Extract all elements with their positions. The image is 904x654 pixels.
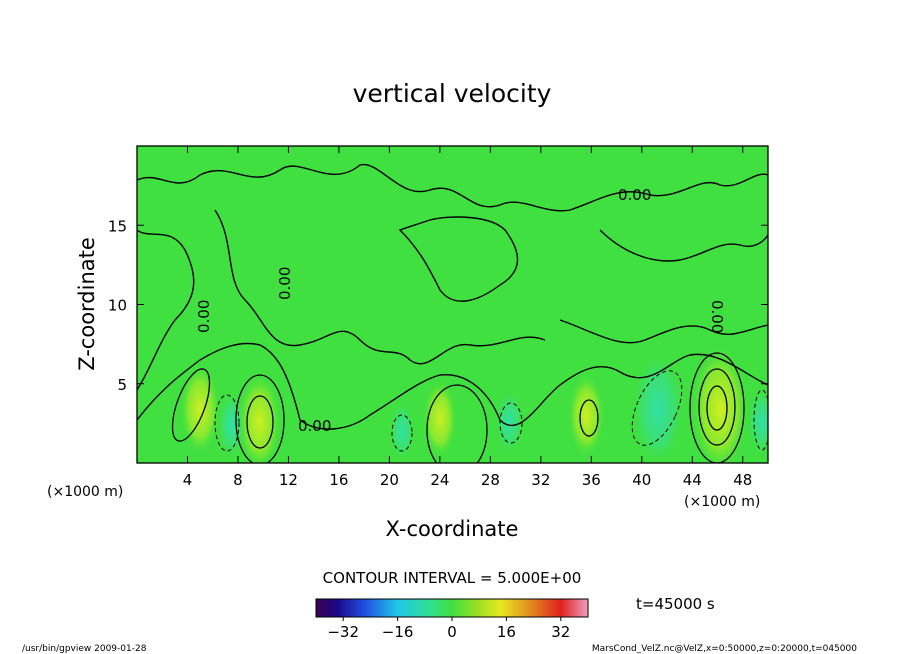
colorbar — [315, 598, 589, 618]
plot-area: 0.00 0.00 0.00 0.00 0.00 — [137, 146, 768, 463]
colorbar-tick-label: −32 — [327, 623, 359, 641]
field-feature-negative — [389, 401, 415, 461]
colorbar-tick-label: 16 — [497, 623, 516, 641]
x-tick-label: 8 — [233, 471, 243, 489]
contour-label: 0.00 — [276, 267, 294, 300]
footer-right: MarsCond_VelZ.nc@VelZ,x=0:50000,z=0:2000… — [592, 644, 857, 654]
x-axis: 4 8 12 16 20 24 28 32 36 40 44 48 — [183, 146, 752, 489]
colorbar-tick-label: 32 — [551, 623, 570, 641]
field-feature-positive — [237, 373, 281, 463]
chart-title: vertical velocity — [353, 79, 552, 108]
contour-label: 0.00 — [195, 300, 213, 333]
field-feature-positive — [567, 373, 605, 458]
footer-left: /usr/bin/gpview 2009-01-28 — [22, 644, 147, 654]
x-tick-label: 12 — [279, 471, 298, 489]
colorbar-ticks: −32 −16 0 16 32 — [327, 617, 570, 641]
x-tick-label: 4 — [183, 471, 193, 489]
x-tick-label: 16 — [329, 471, 348, 489]
x-unit-label: (×1000 m) — [684, 494, 760, 510]
y-axis: 5 10 15 — [108, 217, 768, 394]
contour-interval: CONTOUR INTERVAL = 5.000E+00 — [323, 569, 582, 587]
x-tick-label: 24 — [430, 471, 449, 489]
y-axis-label: Z-coordinate — [75, 237, 99, 371]
field-feature-positive — [180, 363, 221, 455]
z-unit-label: (×1000 m) — [47, 484, 123, 500]
field-feature-positive — [691, 344, 750, 463]
field-features — [180, 344, 768, 463]
colorbar-tick-label: 0 — [447, 623, 457, 641]
positive-contours — [171, 352, 745, 463]
x-axis-label: X-coordinate — [386, 517, 519, 541]
contour-label: 0.00 — [708, 300, 726, 333]
x-tick-label: 36 — [582, 471, 601, 489]
x-tick-label: 40 — [632, 471, 651, 489]
y-tick-label: 5 — [117, 376, 127, 394]
y-tick-label: 10 — [108, 297, 127, 315]
x-tick-label: 44 — [683, 471, 702, 489]
field-feature-negative — [747, 388, 768, 455]
time-label: t=45000 s — [636, 595, 715, 613]
x-tick-label: 20 — [380, 471, 399, 489]
x-tick-label: 48 — [733, 471, 752, 489]
x-tick-label: 28 — [481, 471, 500, 489]
x-tick-label: 32 — [531, 471, 550, 489]
contour-label: 0.00 — [618, 186, 651, 204]
negative-contours — [214, 370, 768, 452]
zero-contours — [137, 164, 768, 430]
colorbar-tick-label: −16 — [382, 623, 414, 641]
y-tick-label: 15 — [108, 217, 127, 235]
contour-label: 0.00 — [298, 417, 331, 435]
field-feature-negative — [495, 388, 524, 455]
field-feature-positive — [422, 379, 457, 458]
field-feature-negative — [632, 350, 685, 463]
